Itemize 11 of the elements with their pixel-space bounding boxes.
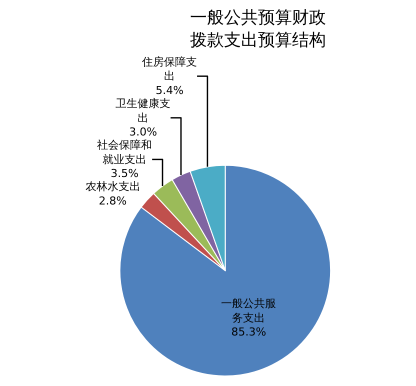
data-label: 85.3%	[231, 326, 266, 339]
data-label: 3.0%	[129, 126, 158, 139]
chart-title: 一般公共预算财政拨款支出预算结构	[190, 8, 326, 50]
slice-label: 社会保障和就业支出	[97, 138, 152, 166]
slice-label: 卫生健康支出	[116, 97, 171, 124]
data-label: 2.8%	[98, 194, 127, 208]
data-label: 3.5%	[110, 167, 139, 180]
slice-label: 住房保障支出	[142, 55, 198, 83]
slice-label: 农林水支出	[85, 180, 140, 194]
slice-label: 一般公共服务支出	[221, 297, 276, 324]
data-label: 5.4%	[156, 84, 184, 98]
